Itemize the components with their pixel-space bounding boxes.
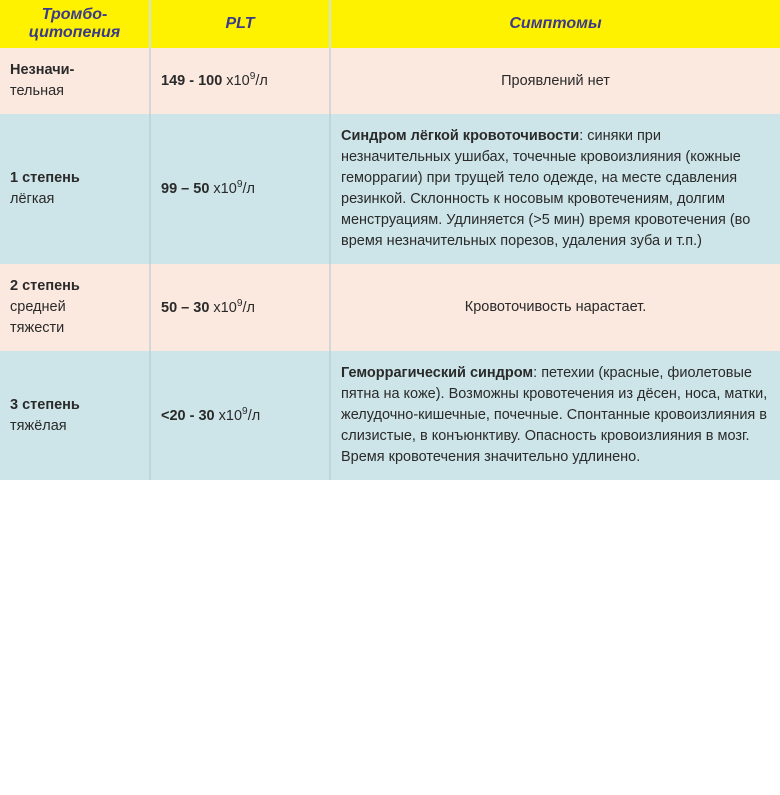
plt-cell: 149 - 100 x109/л — [150, 48, 330, 114]
severity-cell: 2 степеньсреднейтяжести — [0, 264, 150, 351]
header-plt: PLT — [150, 0, 330, 48]
header-severity: Тромбо- цитопения — [0, 0, 150, 48]
header-row: Тромбо- цитопения PLT Симптомы — [0, 0, 780, 48]
table-row: 1 степеньлёгкая99 – 50 x109/лСиндром лёг… — [0, 114, 780, 264]
plt-cell: 99 – 50 x109/л — [150, 114, 330, 264]
symptom-cell: Кровоточивость нарастает. — [330, 264, 780, 351]
table-row: Незначи-тельная149 - 100 x109/лПроявлени… — [0, 48, 780, 114]
severity-cell: 3 степеньтяжёлая — [0, 351, 150, 480]
symptom-cell: Синдром лёгкой кровоточивости: синяки пр… — [330, 114, 780, 264]
thrombocytopenia-table: Тромбо- цитопения PLT Симптомы Незначи-т… — [0, 0, 780, 480]
table-row: 3 степеньтяжёлая<20 - 30 x109/лГеморраги… — [0, 351, 780, 480]
symptom-cell: Проявлений нет — [330, 48, 780, 114]
header-severity-line1: Тромбо- — [42, 6, 108, 23]
header-severity-line2: цитопения — [29, 24, 120, 41]
severity-cell: 1 степеньлёгкая — [0, 114, 150, 264]
severity-cell: Незначи-тельная — [0, 48, 150, 114]
plt-cell: <20 - 30 x109/л — [150, 351, 330, 480]
header-symptoms: Симптомы — [330, 0, 780, 48]
table-body: Незначи-тельная149 - 100 x109/лПроявлени… — [0, 48, 780, 480]
plt-cell: 50 – 30 x109/л — [150, 264, 330, 351]
symptom-cell: Геморрагический синдром: петехии (красны… — [330, 351, 780, 480]
table-row: 2 степеньсреднейтяжести50 – 30 x109/лКро… — [0, 264, 780, 351]
